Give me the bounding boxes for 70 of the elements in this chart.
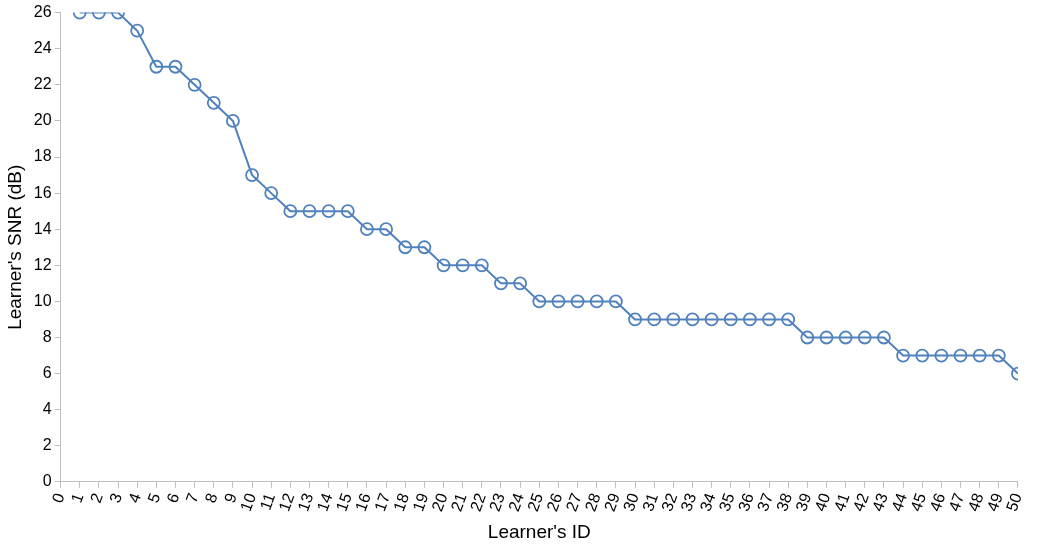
point <box>474 258 489 273</box>
x-tick-label: 7 <box>182 490 202 506</box>
x-tick-label: 6 <box>163 490 183 506</box>
point <box>187 77 202 92</box>
point <box>608 294 623 309</box>
point <box>340 204 355 219</box>
point <box>149 59 164 74</box>
y-axis-title: Learner's SNR (dB) <box>3 164 25 330</box>
point <box>762 312 776 327</box>
y-tick-label: 8 <box>42 327 52 345</box>
point <box>379 222 393 237</box>
point <box>245 168 259 182</box>
point <box>494 276 508 291</box>
x-axis-title: Learner's ID <box>487 520 591 542</box>
point <box>896 348 910 363</box>
point <box>130 23 145 38</box>
point <box>532 294 547 309</box>
point <box>972 348 987 363</box>
point <box>436 258 451 273</box>
x-tick-label: 8 <box>201 490 221 506</box>
point <box>455 258 470 273</box>
point <box>647 312 662 327</box>
y-tick-label: 4 <box>42 400 52 418</box>
x-tick-label: 4 <box>125 490 145 506</box>
y-tick-label: 0 <box>42 472 52 490</box>
point <box>628 312 642 327</box>
point <box>264 186 279 200</box>
y-tick-label: 2 <box>42 436 52 454</box>
x-tick-label: 5 <box>144 490 164 506</box>
point <box>819 330 834 345</box>
point <box>226 114 240 128</box>
y-tick-label: 22 <box>33 75 52 93</box>
point <box>283 204 298 219</box>
point <box>857 330 872 345</box>
point <box>915 348 930 363</box>
point <box>302 204 317 219</box>
x-tick-label: 3 <box>105 490 126 506</box>
x-tick-label: 1 <box>67 490 87 506</box>
point <box>685 312 700 327</box>
point <box>666 312 681 327</box>
point <box>838 330 853 345</box>
y-tick-label: 16 <box>33 183 52 201</box>
point <box>398 240 413 255</box>
y-tick-label: 14 <box>33 219 52 237</box>
point <box>360 222 374 237</box>
point <box>743 312 757 327</box>
point <box>934 348 949 363</box>
y-tick-label: 24 <box>33 39 52 57</box>
y-tick-label: 10 <box>33 291 52 309</box>
point <box>206 95 221 110</box>
y-tick-label: 20 <box>33 111 52 129</box>
x-tick-label: 2 <box>86 490 106 506</box>
y-tick-label: 26 <box>33 3 52 21</box>
point <box>800 330 815 345</box>
point <box>781 312 796 327</box>
point <box>953 348 968 363</box>
point <box>991 348 1006 363</box>
point <box>723 312 738 327</box>
y-tick-label: 12 <box>33 255 52 273</box>
point <box>589 294 604 309</box>
point <box>877 330 891 345</box>
point <box>704 312 719 327</box>
point <box>513 276 528 291</box>
point <box>417 240 432 255</box>
y-tick-label: 18 <box>33 147 52 165</box>
point <box>570 294 585 309</box>
point <box>551 294 566 309</box>
point <box>168 59 183 74</box>
y-tick-label: 6 <box>42 364 52 382</box>
point <box>321 204 336 219</box>
